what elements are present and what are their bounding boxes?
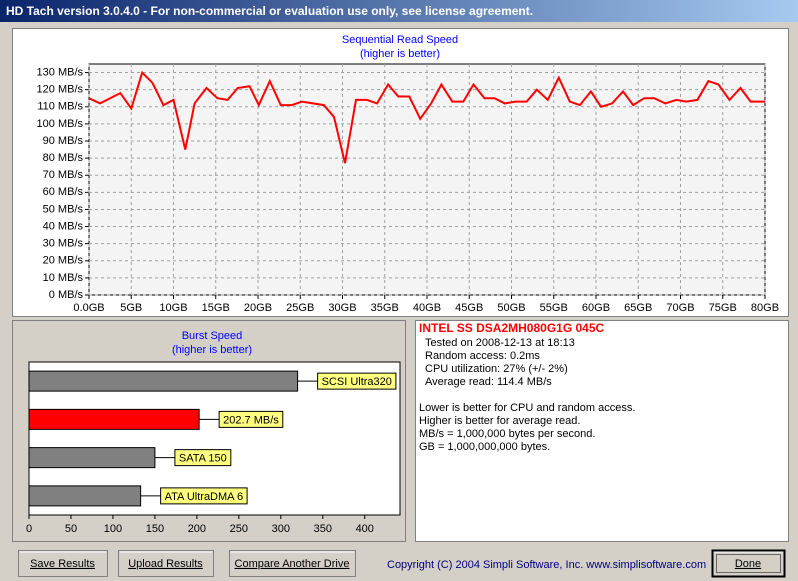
button[interactable]	[18, 550, 108, 577]
title-bar	[0, 0, 798, 22]
y-tick-label: 100 MB/s	[37, 118, 84, 130]
x-tick-label: 150	[146, 523, 164, 535]
bar-label: 202.7 MB/s	[223, 414, 279, 426]
label-box	[317, 372, 397, 390]
y-tick-label: 120 MB/s	[37, 84, 84, 96]
x-tick-label: 10GB	[159, 302, 187, 314]
y-tick-label: 10 MB/s	[43, 272, 84, 284]
drive-name: INTEL SS DSA2MH080G1G 045C	[419, 321, 605, 335]
y-tick-label: 30 MB/s	[43, 238, 84, 250]
x-tick-label: 60GB	[582, 302, 610, 314]
label-box	[174, 449, 232, 467]
read-speed-line	[88, 70, 765, 164]
bar	[28, 370, 299, 392]
x-tick-label: 50GB	[497, 302, 525, 314]
info-line: CPU utilization: 27% (+/- 2%)	[425, 363, 568, 375]
y-tick-label: 130 MB/s	[37, 66, 84, 78]
x-tick-label: 100	[104, 523, 122, 535]
x-tick-label: 75GB	[709, 302, 737, 314]
x-tick-label: 20GB	[244, 302, 272, 314]
x-tick-label: 40GB	[413, 302, 441, 314]
info-note: GB = 1,000,000,000 bytes.	[419, 441, 550, 453]
focus-ring	[716, 554, 781, 573]
chart-subtitle: (higher is better)	[360, 48, 440, 60]
info-note: Lower is better for CPU and random acces…	[419, 402, 635, 414]
y-tick-label: 80 MB/s	[43, 152, 84, 164]
button-label[interactable]: Done	[735, 558, 761, 570]
bar	[28, 408, 200, 430]
x-tick-label: 30GB	[328, 302, 356, 314]
x-tick-label: 5GB	[120, 302, 142, 314]
x-tick-label: 55GB	[540, 302, 568, 314]
button-bar: Save Results Upload Results Compare Anothe…	[18, 549, 786, 578]
x-tick-label: 80GB	[751, 302, 779, 314]
x-tick-label: 200	[188, 523, 206, 535]
x-tick-label: 65GB	[624, 302, 652, 314]
bar-label: SCSI Ultra320	[322, 376, 392, 388]
bar	[28, 447, 156, 469]
x-tick-label: 0	[26, 523, 32, 535]
info-note: MB/s = 1,000,000 bytes per second.	[419, 428, 595, 440]
info-line: Random access: 0.2ms	[425, 350, 540, 362]
x-tick-label: 35GB	[371, 302, 399, 314]
x-tick-label: 15GB	[202, 302, 230, 314]
y-tick-label: 40 MB/s	[43, 220, 84, 232]
bar-label: SATA 150	[179, 453, 227, 465]
bar-label: ATA UltraDMA 6	[165, 491, 243, 503]
button-label[interactable]: Save Results	[30, 558, 95, 570]
y-tick-label: 20 MB/s	[43, 255, 84, 267]
x-tick-label: 25GB	[286, 302, 314, 314]
info-line: Average read: 114.4 MB/s	[425, 376, 552, 388]
chart-title: Sequential Read Speed	[342, 34, 458, 46]
y-tick-label: 50 MB/s	[43, 203, 84, 215]
y-tick-label: 60 MB/s	[43, 186, 84, 198]
button-label[interactable]: Upload Results	[128, 558, 203, 570]
chart-subtitle: (higher is better)	[172, 344, 252, 356]
bar	[28, 485, 142, 507]
y-tick-label: 70 MB/s	[43, 169, 84, 181]
x-tick-label: 70GB	[666, 302, 694, 314]
copyright: Copyright (C) 2004 Simpli Software, Inc.…	[387, 559, 706, 571]
x-tick-label: 300	[272, 523, 290, 535]
info-panel	[415, 320, 789, 542]
y-tick-label: 90 MB/s	[43, 135, 84, 147]
button-label[interactable]: Compare Another Drive	[235, 558, 350, 570]
x-tick-label: 250	[230, 523, 248, 535]
x-tick-label: 350	[314, 523, 332, 535]
info-line: Tested on 2008-12-13 at 18:13	[425, 337, 575, 349]
x-tick-label: 0.0GB	[73, 302, 104, 314]
label-box	[218, 410, 284, 428]
x-tick-label: 400	[356, 523, 374, 535]
chart-title: Burst Speed	[182, 330, 243, 342]
x-tick-label: 50	[65, 523, 77, 535]
info-note: Higher is better for average read.	[419, 415, 580, 427]
button[interactable]	[229, 550, 356, 577]
y-tick-label: 110 MB/s	[37, 101, 83, 113]
y-tick-label: 0 MB/s	[49, 289, 84, 301]
x-tick-label: 45GB	[455, 302, 483, 314]
button[interactable]	[118, 550, 214, 577]
label-box	[160, 487, 248, 505]
window-title: HD Tach version 3.0.4.0 - For non-commer…	[6, 4, 533, 18]
